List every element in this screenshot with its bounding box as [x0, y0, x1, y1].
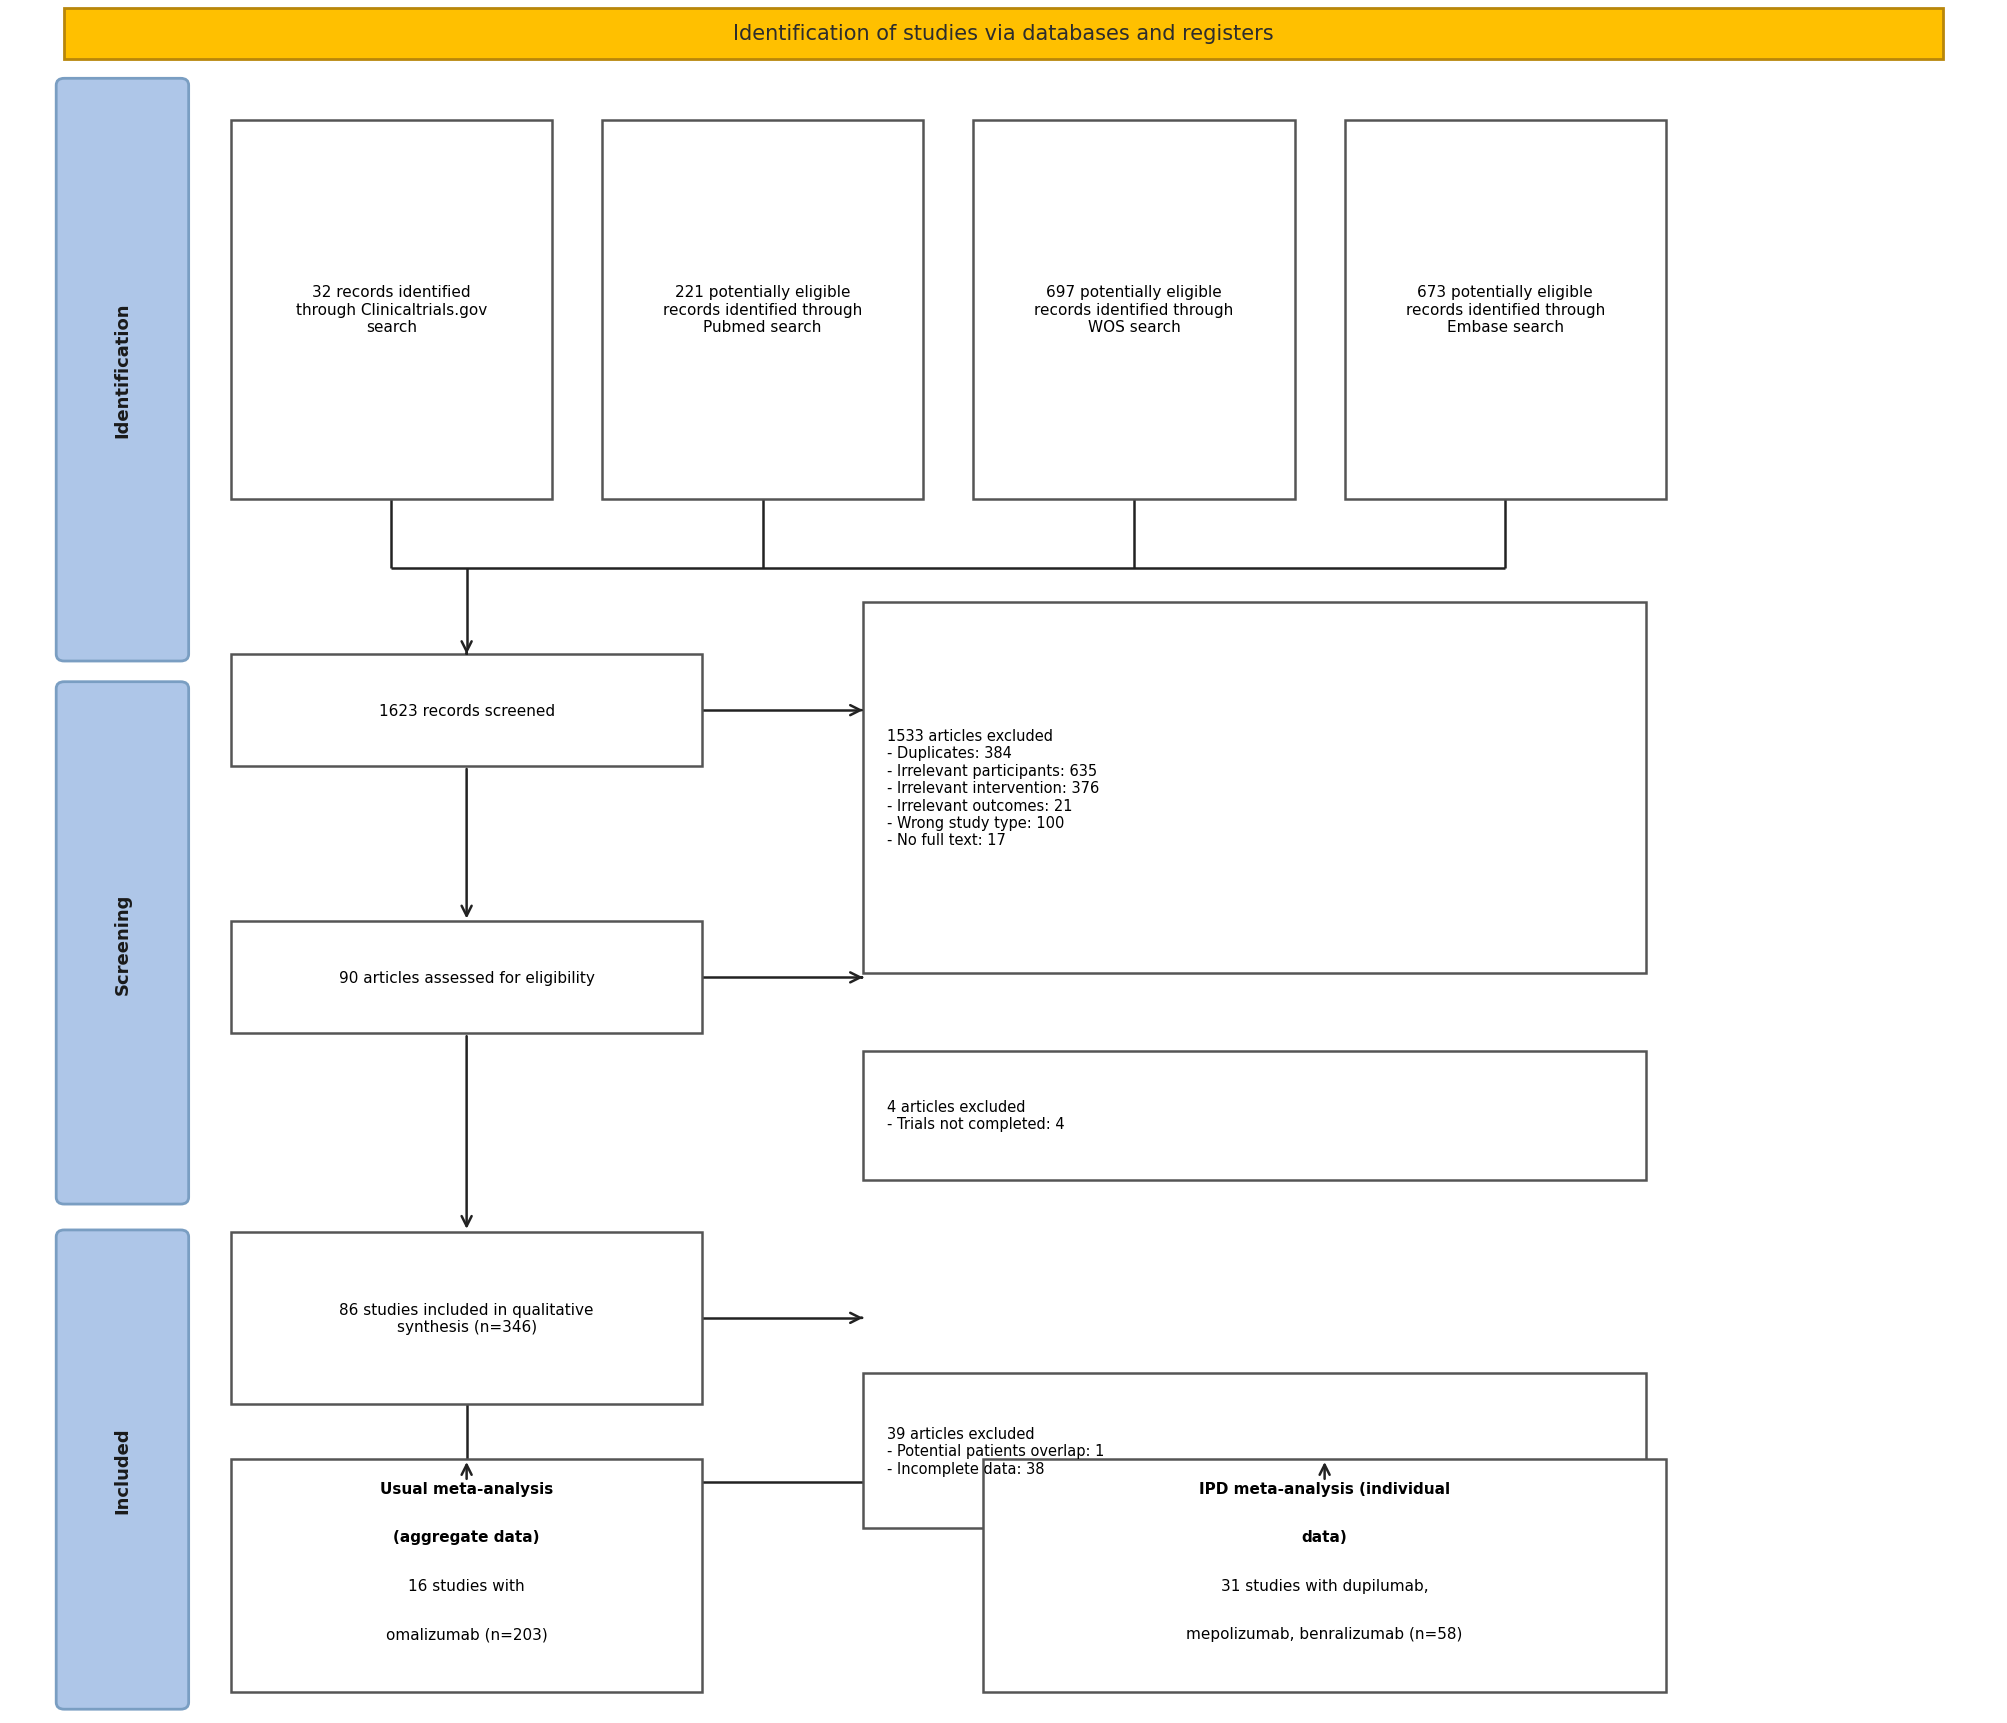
FancyBboxPatch shape: [56, 79, 189, 662]
Text: Identification of studies via databases and registers: Identification of studies via databases …: [733, 24, 1274, 45]
FancyBboxPatch shape: [863, 603, 1646, 973]
Text: 4 articles excluded
- Trials not completed: 4: 4 articles excluded - Trials not complet…: [887, 1099, 1066, 1132]
Text: 86 studies included in qualitative
synthesis (n=346): 86 studies included in qualitative synth…: [339, 1303, 594, 1334]
Text: data): data): [1303, 1530, 1347, 1544]
Text: omalizumab (n=203): omalizumab (n=203): [385, 1627, 548, 1642]
Text: Usual meta-analysis: Usual meta-analysis: [379, 1482, 554, 1496]
FancyBboxPatch shape: [231, 655, 702, 767]
Text: 697 potentially eligible
records identified through
WOS search: 697 potentially eligible records identif…: [1034, 286, 1234, 334]
FancyBboxPatch shape: [56, 682, 189, 1204]
Text: 39 articles excluded
- Potential patients overlap: 1
- Incomplete data: 38: 39 articles excluded - Potential patient…: [887, 1427, 1104, 1475]
Text: 31 studies with dupilumab,: 31 studies with dupilumab,: [1220, 1578, 1429, 1592]
Text: 90 articles assessed for eligibility: 90 articles assessed for eligibility: [339, 970, 594, 986]
FancyBboxPatch shape: [973, 121, 1295, 500]
Text: mepolizumab, benralizumab (n=58): mepolizumab, benralizumab (n=58): [1186, 1627, 1463, 1642]
Text: Identification: Identification: [114, 303, 130, 438]
Text: 221 potentially eligible
records identified through
Pubmed search: 221 potentially eligible records identif…: [662, 286, 863, 334]
FancyBboxPatch shape: [1345, 121, 1666, 500]
FancyBboxPatch shape: [64, 9, 1943, 60]
Text: 673 potentially eligible
records identified through
Embase search: 673 potentially eligible records identif…: [1405, 286, 1606, 334]
FancyBboxPatch shape: [56, 1230, 189, 1709]
FancyBboxPatch shape: [983, 1459, 1666, 1692]
FancyBboxPatch shape: [863, 1373, 1646, 1528]
FancyBboxPatch shape: [863, 1051, 1646, 1180]
Text: IPD meta-analysis (individual: IPD meta-analysis (individual: [1198, 1482, 1451, 1496]
Text: 1533 articles excluded
- Duplicates: 384
- Irrelevant participants: 635
- Irrele: 1533 articles excluded - Duplicates: 384…: [887, 729, 1100, 848]
FancyBboxPatch shape: [231, 922, 702, 1034]
FancyBboxPatch shape: [231, 1232, 702, 1404]
Text: 1623 records screened: 1623 records screened: [379, 703, 554, 718]
Text: (aggregate data): (aggregate data): [393, 1530, 540, 1544]
Text: 32 records identified
through Clinicaltrials.gov
search: 32 records identified through Clinicaltr…: [295, 286, 488, 334]
Text: 16 studies with: 16 studies with: [407, 1578, 526, 1592]
FancyBboxPatch shape: [231, 1459, 702, 1692]
Text: Screening: Screening: [114, 893, 130, 994]
FancyBboxPatch shape: [602, 121, 923, 500]
FancyBboxPatch shape: [231, 121, 552, 500]
Text: Included: Included: [114, 1427, 130, 1513]
